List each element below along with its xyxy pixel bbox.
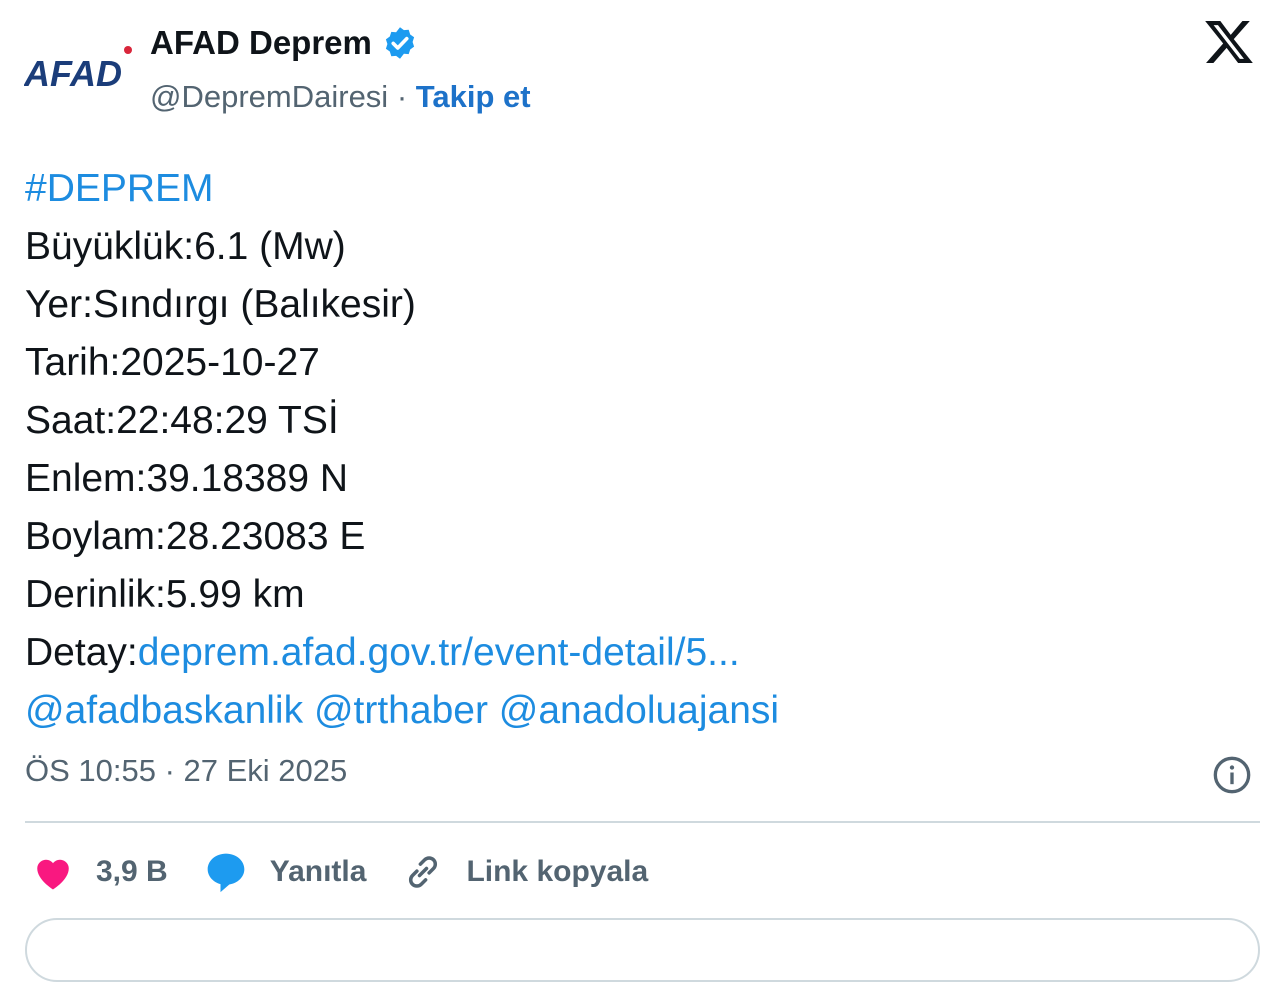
- hashtag-link[interactable]: #DEPREM: [25, 167, 214, 210]
- reply-bubble-icon: [207, 853, 245, 893]
- divider: [25, 821, 1260, 823]
- like-count: 3,9 B: [96, 855, 168, 888]
- handle[interactable]: @DepremDairesi: [150, 79, 389, 114]
- copy-link-button[interactable]: Link kopyala: [402, 851, 648, 893]
- x-logo-icon[interactable]: [1202, 16, 1256, 68]
- display-name[interactable]: AFAD Deprem: [150, 24, 372, 61]
- tweet-line: Enlem:39.18389 N: [25, 457, 349, 500]
- afad-logo[interactable]: AFAD: [24, 40, 136, 100]
- svg-text:AFAD: AFAD: [24, 53, 122, 94]
- mention-link[interactable]: @trthaber: [313, 689, 488, 732]
- tweet-line: Derinlik:5.99 km: [25, 573, 305, 616]
- tweet-line: Büyüklük:6.1 (Mw): [25, 225, 346, 268]
- mention-link[interactable]: @afadbaskanlik: [25, 689, 304, 732]
- tweet-line: Boylam:28.23083 E: [25, 515, 366, 558]
- read-replies-button[interactable]: [25, 918, 1260, 982]
- heart-icon: [37, 859, 69, 890]
- info-icon[interactable]: [1212, 755, 1252, 795]
- reply-label: Yanıtla: [269, 855, 367, 888]
- timestamp[interactable]: ÖS 10:55 · 27 Eki 2025: [25, 753, 348, 788]
- reply-button[interactable]: Yanıtla: [204, 850, 367, 894]
- tweet-line: Yer:Sındırgı (Balıkesir): [25, 283, 416, 326]
- follow-button[interactable]: Takip et: [415, 79, 531, 114]
- separator: ·: [396, 79, 408, 114]
- tweet-line: Saat:22:48:29 TSİ: [25, 399, 339, 442]
- tweet-line: Tarih:2025-10-27: [25, 341, 320, 384]
- mention-link[interactable]: @anadoluajansi: [498, 689, 780, 732]
- link-icon: [409, 856, 438, 888]
- detail-link[interactable]: deprem.afad.gov.tr/event-detail/5...: [137, 631, 740, 674]
- copy-link-label: Link kopyala: [466, 855, 649, 888]
- verified-badge-icon: [385, 27, 414, 59]
- tweet-body: #DEPREM Büyüklük:6.1 (Mw) Yer:Sındırgı (…: [25, 160, 779, 740]
- detail-label: Detay:: [25, 631, 138, 674]
- like-button[interactable]: 3,9 B: [32, 852, 168, 892]
